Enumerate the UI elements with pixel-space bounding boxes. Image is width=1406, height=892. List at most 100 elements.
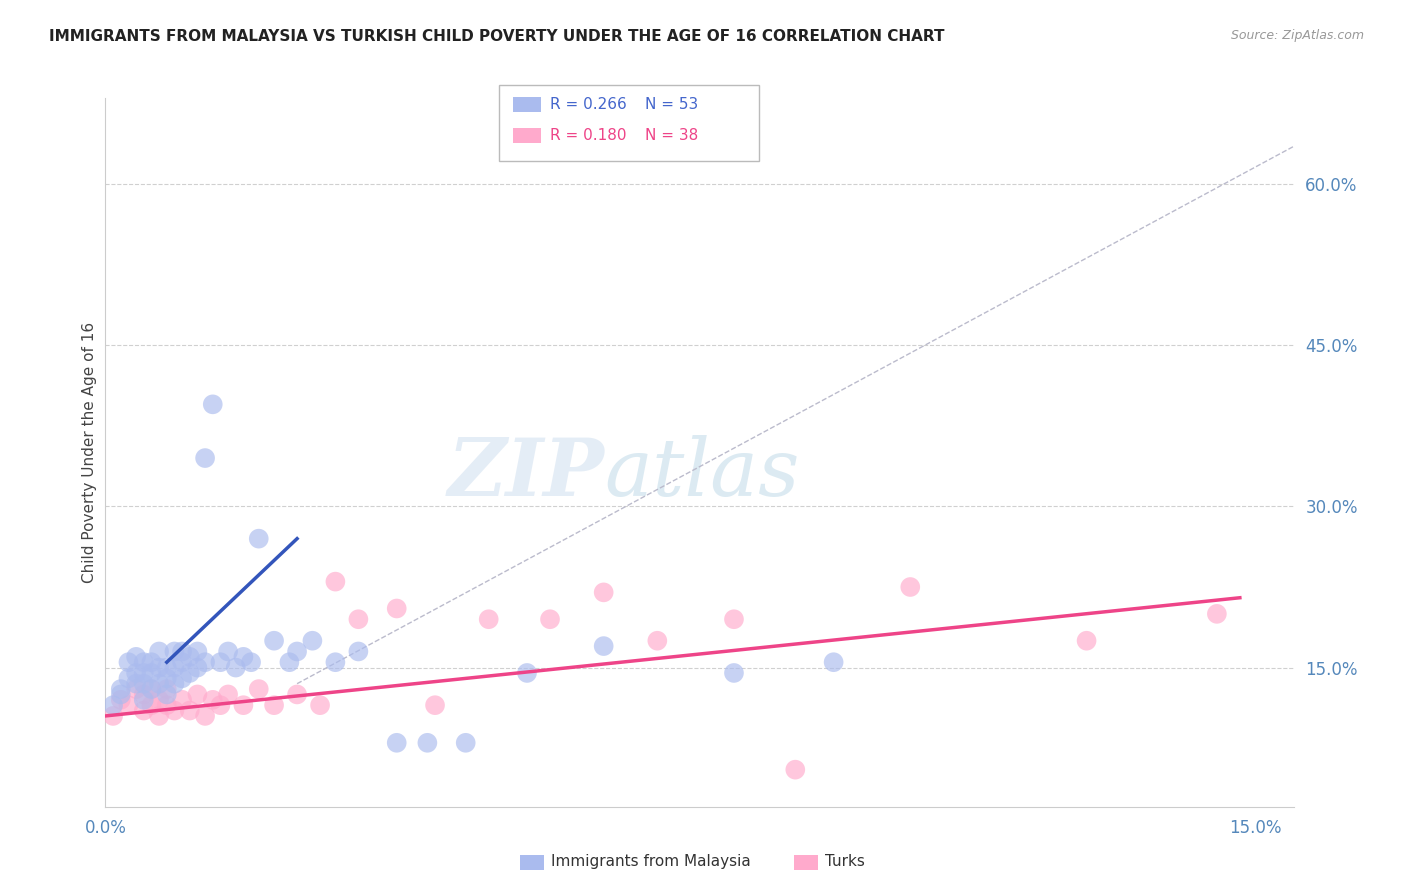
Point <box>278 655 301 669</box>
Point <box>194 655 217 669</box>
Point <box>172 644 194 658</box>
Text: ZIP: ZIP <box>447 435 605 513</box>
Point <box>263 698 285 713</box>
Point <box>309 698 332 713</box>
Point <box>125 681 148 696</box>
Point <box>347 644 370 658</box>
Point <box>179 665 201 680</box>
Point <box>141 681 163 696</box>
Point <box>132 655 155 669</box>
Point <box>454 736 477 750</box>
Point <box>186 660 208 674</box>
Point <box>132 676 155 690</box>
Point <box>240 655 263 669</box>
Point <box>217 688 239 702</box>
Point <box>179 649 201 664</box>
Point <box>132 665 155 680</box>
Point <box>125 676 148 690</box>
Point <box>163 660 186 674</box>
Point <box>172 655 194 669</box>
Point <box>209 698 232 713</box>
Point <box>141 665 163 680</box>
Text: N = 38: N = 38 <box>645 128 699 143</box>
Point <box>110 693 132 707</box>
Point <box>125 649 148 664</box>
Point <box>325 574 347 589</box>
Point <box>898 580 921 594</box>
Point <box>416 736 439 750</box>
Point <box>101 709 124 723</box>
Point <box>156 688 179 702</box>
Point <box>478 612 501 626</box>
Point <box>117 698 139 713</box>
Point <box>201 693 224 707</box>
Point <box>179 704 201 718</box>
Point <box>148 660 170 674</box>
Point <box>247 681 270 696</box>
Point <box>156 698 179 713</box>
Point <box>125 665 148 680</box>
Point <box>592 639 614 653</box>
Point <box>141 681 163 696</box>
Point <box>156 660 179 674</box>
Point <box>110 681 132 696</box>
Point <box>301 633 323 648</box>
Point <box>163 644 186 658</box>
Point <box>325 655 347 669</box>
Text: R = 0.180: R = 0.180 <box>550 128 626 143</box>
Point <box>232 698 254 713</box>
Point <box>194 709 217 723</box>
Text: atlas: atlas <box>605 435 800 513</box>
Point <box>217 644 239 658</box>
Text: N = 53: N = 53 <box>645 97 699 112</box>
Point <box>186 644 208 658</box>
Point <box>148 676 170 690</box>
Point <box>148 709 170 723</box>
Point <box>385 736 408 750</box>
Y-axis label: Child Poverty Under the Age of 16: Child Poverty Under the Age of 16 <box>82 322 97 583</box>
Point <box>647 633 669 648</box>
Point <box>385 601 408 615</box>
Point <box>156 671 179 685</box>
Point <box>592 585 614 599</box>
Point <box>225 660 247 674</box>
Point <box>785 763 807 777</box>
Point <box>132 688 155 702</box>
Point <box>723 665 745 680</box>
Point <box>148 693 170 707</box>
Point <box>347 612 370 626</box>
Text: Immigrants from Malaysia: Immigrants from Malaysia <box>551 855 751 869</box>
Point <box>423 698 446 713</box>
Point <box>1076 633 1098 648</box>
Point <box>117 671 139 685</box>
Point <box>194 451 217 466</box>
Point <box>201 397 224 411</box>
Point <box>516 665 538 680</box>
Point <box>247 532 270 546</box>
Text: Source: ZipAtlas.com: Source: ZipAtlas.com <box>1230 29 1364 42</box>
Text: R = 0.266: R = 0.266 <box>550 97 627 112</box>
Point <box>132 704 155 718</box>
Point <box>117 655 139 669</box>
Point <box>538 612 561 626</box>
Point <box>186 688 208 702</box>
Point <box>1205 607 1227 621</box>
Point <box>141 655 163 669</box>
Point <box>163 676 186 690</box>
Point <box>263 633 285 648</box>
Point <box>285 644 308 658</box>
Point <box>110 688 132 702</box>
Point <box>141 698 163 713</box>
Point <box>156 681 179 696</box>
Point <box>101 698 124 713</box>
Text: IMMIGRANTS FROM MALAYSIA VS TURKISH CHILD POVERTY UNDER THE AGE OF 16 CORRELATIO: IMMIGRANTS FROM MALAYSIA VS TURKISH CHIL… <box>49 29 945 44</box>
Point <box>132 693 155 707</box>
Point <box>163 704 186 718</box>
Point <box>285 688 308 702</box>
Point <box>232 649 254 664</box>
Point <box>723 612 745 626</box>
Point <box>172 671 194 685</box>
Point <box>823 655 845 669</box>
Point <box>209 655 232 669</box>
Point <box>148 644 170 658</box>
